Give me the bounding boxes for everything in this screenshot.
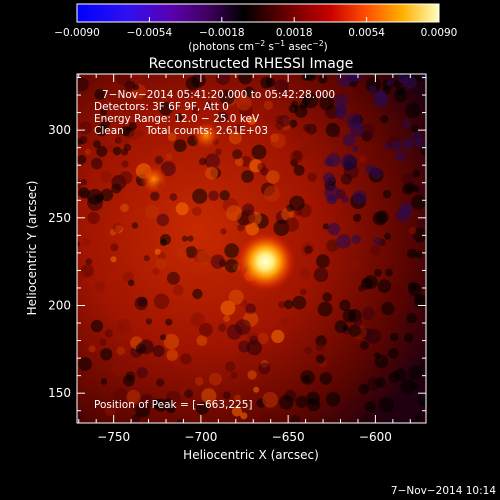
colorbar-tick-label: 0.0054 bbox=[348, 27, 385, 39]
annotation-time-range: 7−Nov−2014 05:41:20.000 to 05:42:28.000 bbox=[102, 89, 335, 101]
colorbar-tick-label: −0.0054 bbox=[127, 27, 173, 39]
secondary-source bbox=[139, 165, 168, 194]
x-axis-label: Heliocentric X (arcsec) bbox=[183, 448, 319, 462]
x-tick-label: −700 bbox=[184, 430, 217, 444]
annotation-energy-range: Energy Range: 12.0 − 25.0 keV bbox=[94, 113, 260, 125]
colorbar-tick-label: 0.0090 bbox=[421, 27, 458, 39]
chart-title: Reconstructed RHESSI Image bbox=[149, 56, 354, 72]
plot-frame bbox=[76, 73, 427, 424]
colorbar bbox=[76, 3, 440, 23]
x-tick-label: −750 bbox=[97, 430, 130, 444]
colorbar-tick-label: −0.0090 bbox=[54, 27, 100, 39]
peak-source bbox=[235, 231, 296, 292]
y-tick-label: 300 bbox=[48, 123, 71, 137]
image-area bbox=[77, 74, 426, 423]
y-tick-label: 200 bbox=[48, 298, 71, 312]
colorbar-tick-labels: −0.0090 −0.0054 −0.0018 0.0018 0.0054 0.0090 bbox=[54, 27, 457, 39]
x-tick-label: −650 bbox=[272, 430, 305, 444]
colorbar-tick-label: −0.0018 bbox=[199, 27, 245, 39]
timestamp: 7−Nov−2014 10:14 bbox=[391, 485, 496, 497]
colorbar-ticks bbox=[76, 17, 440, 22]
y-axis-label: Heliocentric Y (arcsec) bbox=[25, 181, 39, 316]
annotation-clean: Clean bbox=[94, 125, 124, 137]
annotation-total-counts: Total counts: 2.61E+03 bbox=[145, 125, 268, 137]
y-tick-label: 150 bbox=[48, 386, 71, 400]
y-tick-label: 250 bbox=[48, 211, 71, 225]
x-axis-ticks bbox=[78, 74, 411, 423]
x-axis-tick-labels: −750 −700 −650 −600 bbox=[97, 430, 392, 444]
colorbar-tick-label: 0.0018 bbox=[276, 27, 313, 39]
y-axis-tick-labels: 150 200 250 300 bbox=[48, 123, 71, 400]
colorbar-unit-label: (photons cm−2 s−1 asec−2) bbox=[188, 39, 327, 53]
y-axis-ticks bbox=[77, 77, 426, 412]
secondary-source bbox=[192, 121, 221, 150]
annotation-detectors: Detectors: 3F 6F 9F, Att 0 bbox=[94, 101, 229, 113]
annotation-position-of-peak: Position of Peak = [−663,225] bbox=[94, 399, 253, 411]
x-tick-label: −600 bbox=[359, 430, 392, 444]
